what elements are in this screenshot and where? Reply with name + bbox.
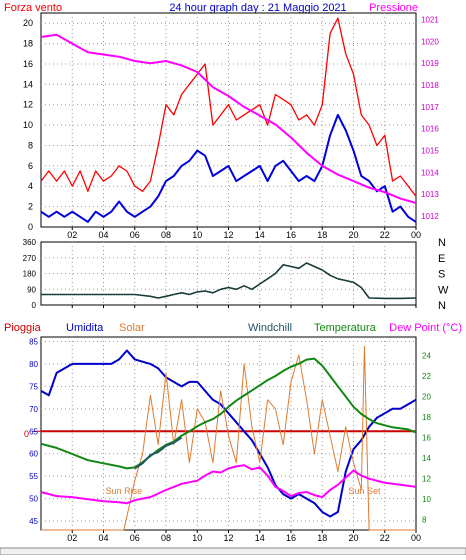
direction-y-tick-label: 0: [32, 301, 37, 310]
dewpoint-line: [40, 464, 417, 505]
direction-y-tick-label: 180: [23, 270, 37, 279]
pressure-y-tick-label: 1013: [421, 190, 439, 199]
temperature-y-tick-label: 24: [422, 351, 431, 360]
pressure-y-tick-label: 1018: [421, 81, 439, 90]
weather-x-tick-label: 10: [192, 533, 202, 543]
pressure-y-tick-label: 1021: [421, 16, 439, 25]
wind-x-tick-label: 00: [411, 230, 421, 240]
pressure-y-tick-label: 1016: [421, 125, 439, 134]
wind-y-tick-label: 12: [23, 100, 33, 110]
rain-zero-label: 0: [24, 429, 29, 439]
wind-y-tick-label: 18: [23, 39, 33, 49]
wind-x-tick-label: 04: [98, 230, 108, 240]
compass-label: S: [438, 269, 445, 281]
humidity-y-tick-label: 60: [29, 450, 38, 459]
weather-x-tick-label: 22: [380, 533, 390, 543]
wind-x-tick-label: 08: [161, 230, 171, 240]
weather-x-tick-label: 06: [130, 533, 140, 543]
wind-max-line: [40, 17, 417, 197]
temperature-y-tick-label: 16: [422, 434, 431, 443]
pressure-y-tick-label: 1020: [421, 37, 439, 46]
pressure-line: [40, 33, 417, 204]
humidity-y-tick-label: 85: [29, 337, 38, 346]
temperature-y-tick-label: 20: [422, 393, 431, 402]
humidity-legend-label: Umidita: [66, 322, 104, 334]
weather-x-tick-label: 18: [317, 533, 327, 543]
wind-y-tick-label: 20: [23, 18, 33, 28]
wind-avg-line: [40, 113, 417, 223]
wind-x-tick-label: 16: [286, 230, 296, 240]
temperature-y-tick-label: 18: [422, 413, 431, 422]
weather-x-tick-label: 14: [255, 533, 265, 543]
wind-x-tick-label: 14: [255, 230, 265, 240]
wind-y-tick-label: 14: [23, 79, 33, 89]
wind-x-tick-label: 10: [192, 230, 202, 240]
humidity-y-tick-label: 70: [29, 405, 38, 414]
wind-y-tick-label: 4: [28, 181, 33, 191]
sunset-label: Sun Set: [348, 486, 381, 496]
pressure-y-tick-label: 1012: [421, 212, 439, 221]
bottom-bar: [0, 547, 466, 556]
temperature-y-tick-label: 8: [422, 516, 427, 525]
temperature-y-tick-label: 14: [422, 454, 431, 463]
chart-title: 24 hour graph day : 21 Maggio 2021: [169, 2, 346, 14]
pressure-y-tick-label: 1014: [421, 168, 439, 177]
weather-x-tick-label: 04: [98, 533, 108, 543]
pressure-y-tick-label: 1019: [421, 59, 439, 68]
direction-line: [41, 262, 417, 300]
wind-y-tick-label: 10: [23, 120, 33, 130]
windchill-line: [134, 436, 183, 470]
weather-x-tick-label: 16: [286, 533, 296, 543]
temperature-y-tick-label: 22: [422, 372, 431, 381]
humidity-y-tick-label: 65: [29, 427, 38, 436]
wind-x-tick-label: 18: [317, 230, 327, 240]
pressure-label: Pressione: [369, 2, 418, 14]
solar-legend-label: Solar: [119, 322, 145, 334]
humidity-y-tick-label: 45: [29, 517, 38, 526]
temperature-legend-label: Temperatura: [314, 322, 377, 334]
pressure-y-tick-label: 1015: [421, 147, 439, 156]
weather-x-tick-label: 20: [348, 533, 358, 543]
solar-line: [41, 345, 416, 531]
direction-y-tick-label: 270: [23, 254, 37, 263]
compass-label: N: [438, 237, 446, 249]
wind-x-tick-label: 12: [223, 230, 233, 240]
temperature-y-tick-label: 10: [422, 495, 431, 504]
humidity-line: [40, 349, 417, 518]
wind-y-tick-label: 0: [28, 222, 33, 232]
wind-y-tick-label: 2: [28, 202, 33, 212]
direction-y-tick-label: 90: [27, 285, 36, 294]
direction-y-tick-label: 360: [23, 238, 37, 247]
temperature-y-tick-label: 12: [422, 475, 431, 484]
rain-legend-label: Pioggia: [4, 322, 42, 334]
weather-x-tick-label: 12: [223, 533, 233, 543]
wind-x-tick-label: 02: [67, 230, 77, 240]
dewpoint-legend-label: Dew Point (°C): [389, 322, 462, 334]
compass-label: E: [438, 253, 445, 265]
wind-y-tick-label: 6: [28, 161, 33, 171]
sunrise-label: Sun Rise: [106, 486, 143, 496]
wind-x-tick-label: 20: [348, 230, 358, 240]
humidity-y-tick-label: 75: [29, 382, 38, 391]
wind-y-tick-label: 8: [28, 140, 33, 150]
weather-x-tick-label: 00: [411, 533, 421, 543]
humidity-y-tick-label: 50: [29, 495, 38, 504]
wind-x-tick-label: 22: [380, 230, 390, 240]
pressure-y-tick-label: 1017: [421, 103, 439, 112]
humidity-y-tick-label: 80: [29, 360, 38, 369]
wind-x-tick-label: 06: [130, 230, 140, 240]
wind-speed-label: Forza vento: [4, 2, 62, 14]
weather-x-tick-label: 02: [67, 533, 77, 543]
windchill-legend-label: Windchill: [248, 322, 292, 334]
weather-x-tick-label: 08: [161, 533, 171, 543]
wind-pressure-panel: [40, 12, 417, 228]
wind-y-tick-label: 16: [23, 59, 33, 69]
humidity-y-tick-label: 55: [29, 472, 38, 481]
compass-label: W: [438, 284, 449, 296]
compass-label: N: [438, 300, 446, 312]
